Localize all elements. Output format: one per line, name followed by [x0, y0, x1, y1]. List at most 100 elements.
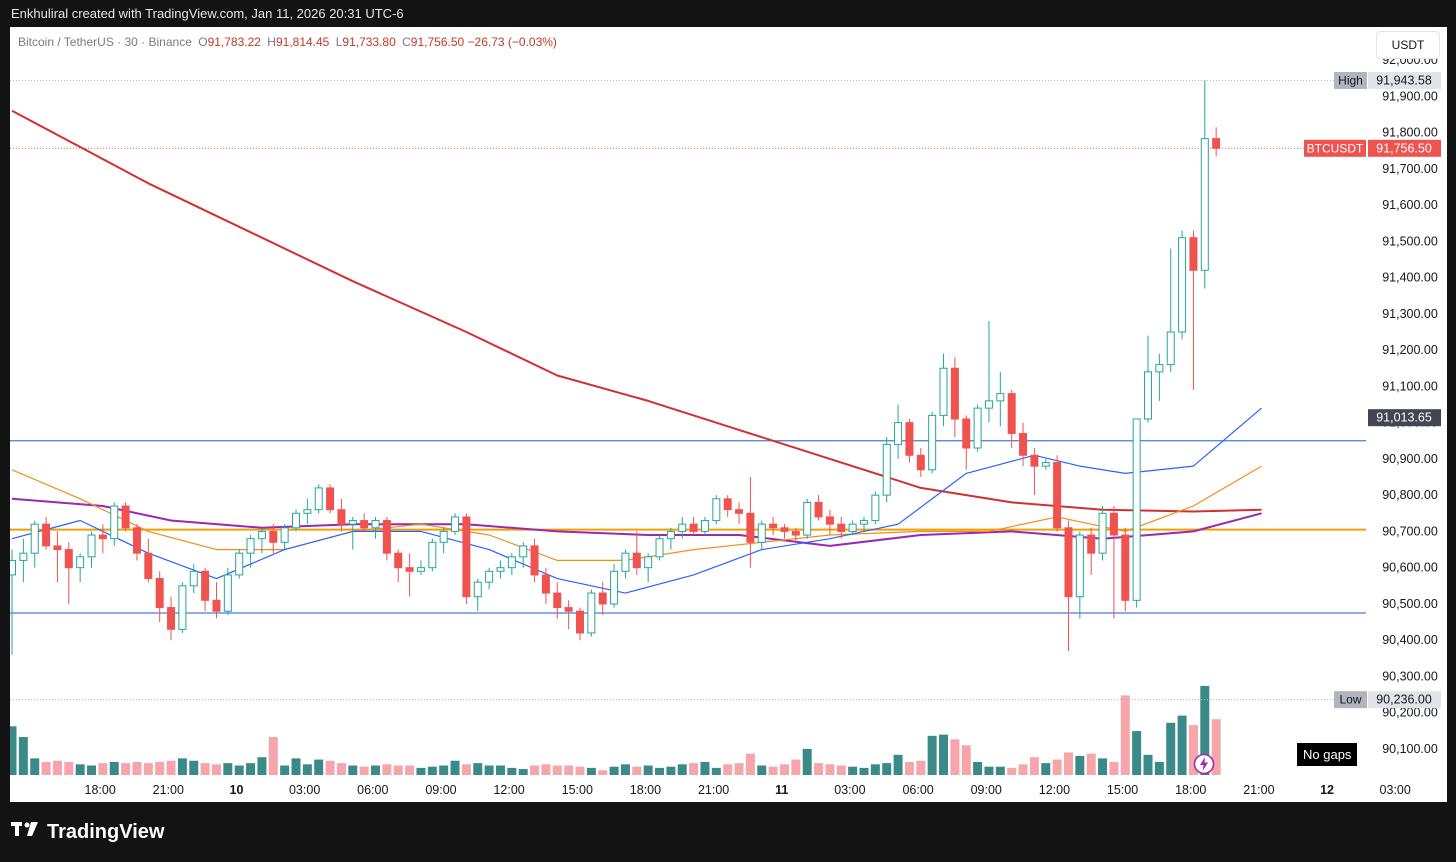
candle-body — [473, 581, 482, 598]
price-chart[interactable]: 92,000.0091,900.0091,800.0091,700.0091,6… — [10, 27, 1447, 802]
candle-body — [541, 574, 550, 594]
time-axis-tick: 21:00 — [153, 783, 184, 797]
volume-bar — [314, 759, 324, 775]
candle-body — [962, 418, 971, 449]
volume-bar — [643, 765, 653, 775]
currency-button[interactable]: USDT — [1376, 31, 1440, 59]
candle-body — [121, 505, 130, 529]
volume-bar — [973, 761, 983, 775]
candle-body — [416, 567, 425, 572]
volume-bar — [939, 734, 949, 775]
candle-body — [678, 523, 687, 532]
candle-body — [212, 599, 221, 612]
volume-bar — [143, 763, 153, 775]
candle-body — [76, 556, 85, 569]
candle-body — [360, 520, 369, 529]
candle-body — [825, 516, 834, 525]
time-axis-tick: 12 — [1320, 783, 1334, 797]
volume-bar — [575, 766, 585, 775]
price-axis-tick: 91,100.00 — [1382, 379, 1438, 393]
candle-body — [939, 367, 948, 416]
candle-body — [1212, 138, 1221, 149]
candle-body — [1132, 418, 1141, 601]
price-axis-tick: 90,800.00 — [1382, 488, 1438, 502]
volume-bar — [211, 764, 221, 775]
candle-body — [950, 367, 959, 420]
volume-bar — [18, 737, 28, 775]
volume-bar — [689, 763, 699, 775]
volume-bar — [246, 763, 256, 775]
chart-caption: Enkhuliral created with TradingView.com,… — [11, 6, 404, 21]
volume-bar — [75, 764, 85, 775]
volume-bar — [166, 760, 176, 775]
volume-bar — [904, 761, 914, 775]
candle-body — [712, 498, 721, 522]
candle-body — [996, 393, 1005, 402]
volume-bar — [1154, 761, 1164, 775]
volume-bar — [291, 758, 301, 775]
time-axis-tick: 12:00 — [1039, 783, 1070, 797]
chart-panel[interactable]: 92,000.00 91,900.00 91,800.00 91,700.00 91,6… — [10, 27, 1447, 802]
candle-body — [1098, 512, 1107, 554]
volume-bar — [1018, 764, 1028, 775]
candle-body — [1030, 454, 1039, 467]
candle-body — [655, 538, 664, 558]
volume-bar — [700, 761, 710, 775]
candle-body — [1189, 237, 1198, 271]
volume-bar — [10, 726, 17, 775]
crosshair-price-label: 91,013.65 — [1376, 411, 1432, 425]
candle-body — [848, 523, 857, 532]
candle-body — [587, 592, 596, 634]
volume-bar — [711, 767, 721, 775]
volume-bar — [257, 757, 267, 775]
candle-body — [167, 607, 176, 630]
price-axis-tick: 91,900.00 — [1382, 89, 1438, 103]
time-axis-tick: 10 — [230, 783, 244, 797]
candle-body — [1200, 138, 1209, 271]
candle-body — [1064, 527, 1073, 598]
volume-bar — [371, 765, 381, 775]
volume-bar — [495, 765, 505, 775]
lightning-icon[interactable] — [1193, 753, 1215, 775]
time-axis-tick: 18:00 — [630, 783, 661, 797]
volume-layer — [10, 685, 1221, 775]
candle-body — [553, 592, 562, 609]
candle-body — [462, 516, 471, 598]
price-axis-tick: 91,300.00 — [1382, 307, 1438, 321]
candle-body — [610, 570, 619, 605]
volume-bar — [802, 748, 812, 775]
volume-bar — [961, 745, 971, 775]
volume-bar — [882, 763, 892, 775]
candle-body — [519, 545, 528, 558]
volume-bar — [723, 764, 733, 775]
volume-bar — [1086, 753, 1096, 775]
volume-bar — [132, 761, 142, 775]
candle-body — [371, 520, 380, 529]
time-axis-tick: 09:00 — [425, 783, 456, 797]
candle-body — [746, 512, 755, 543]
candle-body — [314, 487, 323, 511]
candle-body — [621, 552, 630, 572]
volume-bar — [655, 767, 665, 775]
time-axis-tick: 21:00 — [698, 783, 729, 797]
candle-body — [303, 509, 312, 514]
candle-body — [87, 534, 96, 558]
volume-bar — [280, 765, 290, 775]
candle-body — [269, 530, 278, 543]
symbol-tag: BTCUSDT — [1307, 141, 1364, 155]
volume-bar — [450, 760, 460, 775]
last-price-label-bg — [1368, 139, 1441, 157]
volume-bar — [325, 760, 335, 775]
low-price-label: 90,236.00 — [1376, 693, 1432, 707]
volume-bar — [359, 766, 369, 775]
volume-bar — [757, 765, 767, 775]
volume-bar — [41, 761, 51, 775]
candle-body — [598, 592, 607, 605]
candle-body — [189, 570, 198, 587]
volume-bar — [825, 764, 835, 775]
volume-bar — [189, 760, 199, 775]
last-price-label: 91,756.50 — [1376, 141, 1432, 155]
candle-body — [576, 610, 584, 634]
low-value: 91,733.80 — [342, 35, 396, 49]
volume-bar — [1098, 758, 1108, 775]
